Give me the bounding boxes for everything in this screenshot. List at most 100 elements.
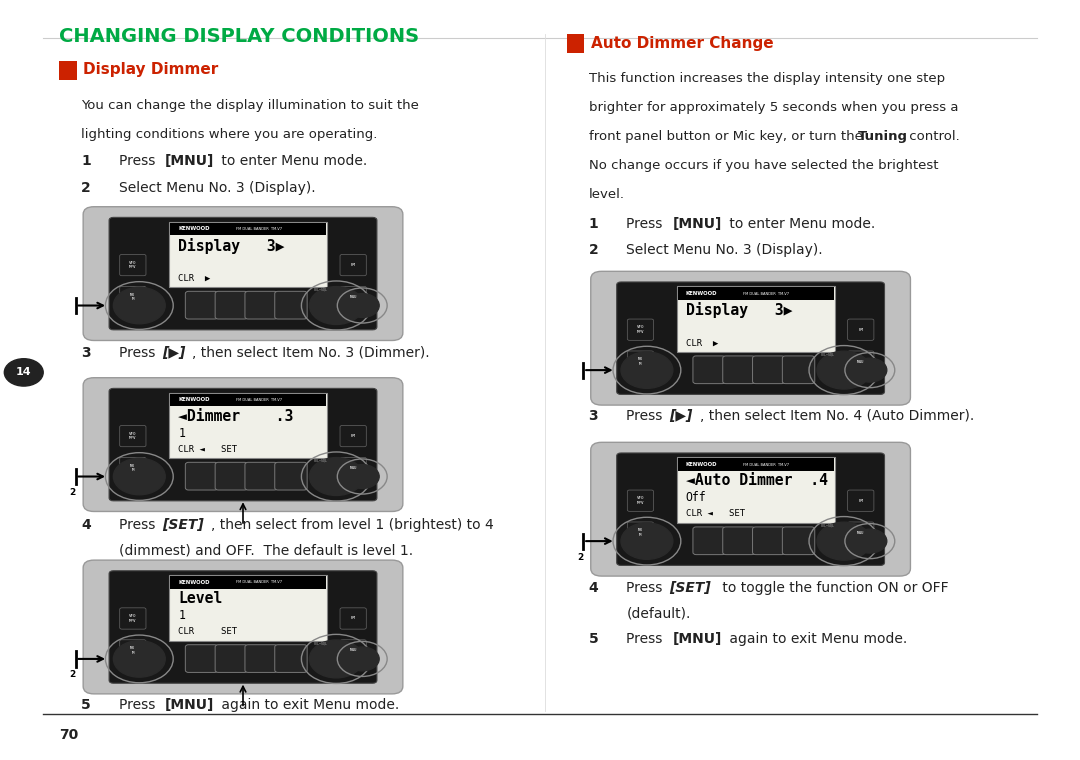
FancyBboxPatch shape bbox=[215, 291, 247, 319]
FancyBboxPatch shape bbox=[170, 393, 327, 458]
Text: MNU: MNU bbox=[858, 359, 864, 363]
Circle shape bbox=[309, 458, 363, 496]
Text: 1: 1 bbox=[178, 609, 185, 622]
Text: This function increases the display intensity one step: This function increases the display inte… bbox=[589, 72, 945, 85]
Bar bbox=[171, 576, 326, 589]
Text: 5: 5 bbox=[589, 632, 598, 646]
Text: PM: PM bbox=[351, 263, 355, 267]
Text: Off: Off bbox=[686, 491, 706, 505]
FancyBboxPatch shape bbox=[170, 575, 327, 641]
Text: 2: 2 bbox=[69, 670, 76, 679]
Text: FM DUAL BANDER  TM-V7: FM DUAL BANDER TM-V7 bbox=[743, 463, 789, 467]
FancyBboxPatch shape bbox=[340, 458, 366, 479]
Text: , then select Item No. 3 (Dimmer).: , then select Item No. 3 (Dimmer). bbox=[192, 346, 430, 359]
Text: KENWOOD: KENWOOD bbox=[178, 397, 210, 402]
Text: Select Menu No. 3 (Display).: Select Menu No. 3 (Display). bbox=[626, 243, 823, 257]
Text: MNU: MNU bbox=[350, 295, 356, 299]
FancyBboxPatch shape bbox=[186, 291, 218, 319]
Text: 14: 14 bbox=[16, 367, 31, 378]
FancyBboxPatch shape bbox=[591, 442, 910, 576]
Text: to enter Menu mode.: to enter Menu mode. bbox=[725, 217, 875, 230]
Text: MR
M: MR M bbox=[131, 464, 135, 472]
Text: front panel button or Mic key, or turn the: front panel button or Mic key, or turn t… bbox=[589, 130, 867, 143]
Text: lighting conditions where you are operating.: lighting conditions where you are operat… bbox=[81, 128, 377, 141]
Text: Display   3▶: Display 3▶ bbox=[686, 302, 793, 318]
Bar bbox=[171, 394, 326, 407]
Text: No change occurs if you have selected the brightest: No change occurs if you have selected th… bbox=[589, 159, 939, 172]
Text: MNU: MNU bbox=[858, 530, 864, 534]
Text: FM DUAL BANDER  TM-V7: FM DUAL BANDER TM-V7 bbox=[743, 292, 789, 296]
Text: PM: PM bbox=[859, 328, 863, 331]
Text: VOL•SQL: VOL•SQL bbox=[314, 288, 327, 292]
FancyBboxPatch shape bbox=[120, 426, 146, 447]
Text: [▶]: [▶] bbox=[670, 409, 693, 423]
Text: MR
M: MR M bbox=[638, 357, 643, 366]
Text: Press: Press bbox=[119, 518, 160, 532]
Bar bbox=[678, 287, 834, 300]
Text: Auto Dimmer Change: Auto Dimmer Change bbox=[591, 36, 773, 51]
Text: 4: 4 bbox=[81, 518, 91, 532]
Text: Display   3▶: Display 3▶ bbox=[178, 238, 285, 254]
FancyBboxPatch shape bbox=[274, 644, 307, 673]
Text: Select Menu No. 3 (Display).: Select Menu No. 3 (Display). bbox=[119, 181, 315, 195]
Text: VOL•SQL: VOL•SQL bbox=[314, 459, 327, 463]
FancyBboxPatch shape bbox=[848, 319, 874, 340]
FancyBboxPatch shape bbox=[109, 388, 377, 501]
Text: ◄Auto Dimmer  .4: ◄Auto Dimmer .4 bbox=[686, 473, 827, 489]
Circle shape bbox=[346, 293, 379, 318]
FancyBboxPatch shape bbox=[340, 255, 366, 276]
Text: VFO
MPV: VFO MPV bbox=[130, 432, 136, 440]
Text: FM DUAL BANDER  TM-V7: FM DUAL BANDER TM-V7 bbox=[235, 581, 282, 584]
Text: Press: Press bbox=[626, 217, 667, 230]
Text: ◄Dimmer    .3: ◄Dimmer .3 bbox=[178, 409, 294, 424]
Text: Press: Press bbox=[119, 154, 160, 167]
FancyBboxPatch shape bbox=[245, 644, 278, 673]
FancyBboxPatch shape bbox=[109, 217, 377, 330]
Text: [MNU]: [MNU] bbox=[165, 154, 215, 167]
Text: CLR  ▶: CLR ▶ bbox=[178, 274, 211, 283]
Text: MR
M: MR M bbox=[638, 528, 643, 537]
Text: PM: PM bbox=[351, 434, 355, 438]
Text: MR
M: MR M bbox=[131, 646, 135, 654]
FancyBboxPatch shape bbox=[340, 608, 366, 629]
FancyBboxPatch shape bbox=[186, 644, 218, 673]
FancyBboxPatch shape bbox=[627, 351, 653, 372]
FancyBboxPatch shape bbox=[627, 319, 653, 340]
Text: VFO
MPV: VFO MPV bbox=[130, 261, 136, 269]
Bar bbox=[678, 458, 834, 471]
Text: VOL•SQL: VOL•SQL bbox=[822, 524, 835, 527]
Text: CLR     SET: CLR SET bbox=[178, 627, 238, 636]
Text: Press: Press bbox=[626, 581, 667, 595]
Text: to enter Menu mode.: to enter Menu mode. bbox=[217, 154, 367, 167]
FancyBboxPatch shape bbox=[782, 356, 814, 384]
FancyBboxPatch shape bbox=[170, 222, 327, 287]
Text: brighter for approximately 5 seconds when you press a: brighter for approximately 5 seconds whe… bbox=[589, 101, 958, 114]
FancyBboxPatch shape bbox=[627, 490, 653, 511]
Text: (dimmest) and OFF.  The default is level 1.: (dimmest) and OFF. The default is level … bbox=[119, 543, 413, 557]
Text: , then select Item No. 4 (Auto Dimmer).: , then select Item No. 4 (Auto Dimmer). bbox=[700, 409, 974, 423]
FancyBboxPatch shape bbox=[109, 571, 377, 683]
Bar bbox=[59, 61, 77, 80]
Text: 2: 2 bbox=[81, 181, 91, 195]
Text: , then select from level 1 (brightest) to 4: , then select from level 1 (brightest) t… bbox=[211, 518, 494, 532]
Text: 3: 3 bbox=[589, 409, 598, 423]
FancyBboxPatch shape bbox=[848, 351, 874, 372]
FancyBboxPatch shape bbox=[693, 527, 726, 555]
Text: KENWOOD: KENWOOD bbox=[686, 462, 717, 467]
Text: You can change the display illumination to suit the: You can change the display illumination … bbox=[81, 99, 419, 112]
FancyBboxPatch shape bbox=[120, 287, 146, 308]
Text: CLR  ▶: CLR ▶ bbox=[686, 338, 718, 347]
Circle shape bbox=[816, 351, 870, 389]
FancyBboxPatch shape bbox=[245, 462, 278, 490]
Text: 5: 5 bbox=[81, 698, 91, 711]
Text: CLR ◄   SET: CLR ◄ SET bbox=[686, 509, 745, 518]
Bar bbox=[567, 34, 584, 53]
FancyBboxPatch shape bbox=[83, 560, 403, 694]
FancyBboxPatch shape bbox=[693, 356, 726, 384]
FancyBboxPatch shape bbox=[848, 490, 874, 511]
Circle shape bbox=[621, 352, 673, 388]
Circle shape bbox=[113, 641, 165, 677]
Text: again to exit Menu mode.: again to exit Menu mode. bbox=[725, 632, 907, 646]
Text: MR
M: MR M bbox=[131, 293, 135, 301]
Text: Level: Level bbox=[178, 591, 222, 606]
